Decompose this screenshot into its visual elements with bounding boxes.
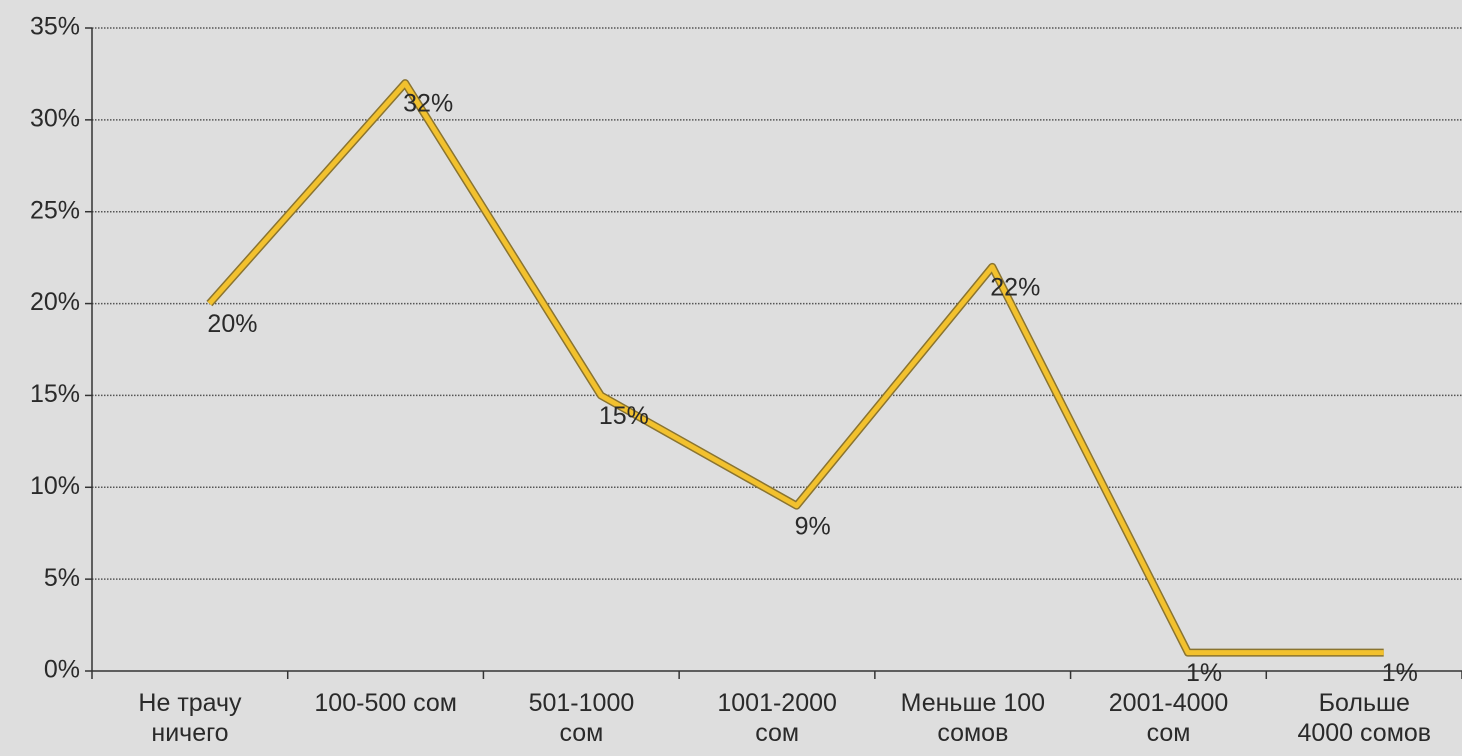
y-tick-label: 0%	[44, 656, 80, 684]
x-tick-label: 1001-2000 сом	[717, 689, 837, 747]
x-tick-label: Не трачу ничего	[138, 689, 242, 747]
line-shadow	[206, 79, 1384, 657]
x-tick-label: 2001-4000 сом	[1108, 689, 1229, 747]
data-label: 20%	[207, 310, 257, 338]
x-tick-label: 100-500 сом	[314, 689, 457, 717]
data-label: 1%	[1382, 659, 1418, 687]
data-label: 32%	[403, 90, 453, 118]
data-label: 1%	[1186, 659, 1222, 687]
line	[207, 80, 1384, 656]
data-label: 15%	[599, 402, 649, 430]
y-tick-label: 5%	[44, 564, 80, 592]
data-label: 22%	[990, 273, 1040, 301]
data-label: 9%	[795, 512, 831, 540]
y-tick-label: 20%	[30, 288, 80, 316]
y-tick-label: 15%	[30, 380, 80, 408]
y-tick-label: 25%	[30, 196, 80, 224]
x-tick-label: 501-1000 сом	[528, 689, 635, 747]
y-tick-label: 30%	[30, 104, 80, 132]
x-tick-label: Меньше 100 сомов	[900, 689, 1046, 747]
y-tick-label: 35%	[30, 13, 80, 41]
y-tick-label: 10%	[30, 472, 80, 500]
x-tick-label: Больше 4000 сомов	[1297, 689, 1432, 747]
